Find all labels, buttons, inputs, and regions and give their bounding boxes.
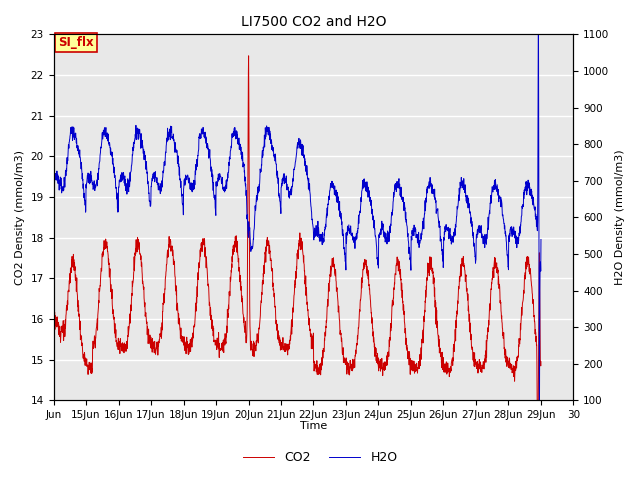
CO2: [186, 345, 193, 350]
H2O: [311, 225, 319, 231]
H2O: [508, 231, 515, 237]
H2O: [186, 175, 193, 181]
CO2: [508, 361, 515, 367]
Line: H2O: H2O: [54, 32, 541, 432]
H2O: [438, 252, 446, 258]
Text: SI_flx: SI_flx: [58, 36, 94, 48]
CO2: [311, 364, 319, 370]
Title: LI7500 CO2 and H2O: LI7500 CO2 and H2O: [241, 15, 387, 29]
H2O: [536, 429, 543, 434]
H2O: [537, 237, 545, 242]
H2O: [534, 29, 542, 35]
CO2: [244, 53, 252, 59]
CO2: [537, 359, 545, 365]
Legend: CO2, H2O: CO2, H2O: [237, 446, 403, 469]
CO2: [438, 367, 446, 372]
Y-axis label: CO2 Density (mmol/m3): CO2 Density (mmol/m3): [15, 150, 25, 285]
CO2: [494, 267, 502, 273]
Y-axis label: H2O Density (mmol/m3): H2O Density (mmol/m3): [615, 149, 625, 285]
CO2: [50, 317, 58, 323]
H2O: [50, 187, 58, 193]
CO2: [534, 472, 541, 478]
H2O: [321, 225, 329, 231]
Line: CO2: CO2: [54, 56, 541, 475]
H2O: [494, 189, 502, 194]
X-axis label: Time: Time: [300, 421, 327, 432]
CO2: [322, 333, 330, 338]
